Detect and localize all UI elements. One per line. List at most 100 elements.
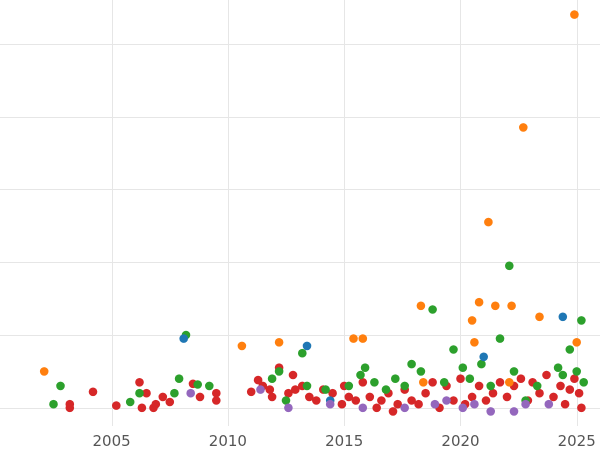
data-point-green <box>465 374 475 384</box>
data-point-blue <box>179 334 188 343</box>
data-point-orange <box>519 123 528 132</box>
data-point-red <box>372 403 382 413</box>
points-layer <box>39 10 588 416</box>
data-point-orange <box>274 338 284 347</box>
data-point-purple <box>470 399 479 409</box>
data-point-red <box>488 388 498 398</box>
data-point-red <box>516 374 526 384</box>
data-point-purple <box>358 403 368 413</box>
data-point-red <box>358 378 368 387</box>
data-point-blue <box>302 341 312 351</box>
data-point-red <box>474 381 484 391</box>
data-point-green <box>170 388 179 398</box>
x-tick-label: 2015 <box>325 432 363 450</box>
data-point-red <box>467 392 477 402</box>
data-point-blue <box>558 312 568 322</box>
data-point-red <box>414 399 423 409</box>
data-point-purple <box>284 403 293 413</box>
data-point-orange <box>349 334 358 343</box>
data-point-orange <box>416 301 426 311</box>
data-point-red <box>502 392 512 402</box>
data-point-green <box>505 261 514 271</box>
data-point-red <box>560 399 570 409</box>
data-point-purple <box>400 403 410 413</box>
data-point-purple <box>521 399 530 409</box>
data-point-red <box>195 392 205 402</box>
data-point-red <box>393 399 403 409</box>
data-point-red <box>212 396 221 405</box>
data-point-red <box>428 378 437 387</box>
data-point-green <box>174 374 184 384</box>
data-point-orange <box>570 10 579 19</box>
data-point-orange <box>470 338 479 347</box>
data-point-red <box>565 385 575 394</box>
data-point-purple <box>486 407 496 416</box>
data-point-red <box>449 396 458 405</box>
data-point-blue <box>479 352 489 362</box>
data-point-orange <box>507 301 516 311</box>
data-point-green <box>267 374 277 384</box>
data-point-green <box>486 381 496 391</box>
data-point-green <box>321 385 330 394</box>
data-point-red <box>574 388 584 398</box>
data-point-purple <box>186 388 195 398</box>
data-point-orange <box>505 378 514 387</box>
data-point-purple <box>509 407 519 416</box>
x-tick-label: 2020 <box>441 432 479 450</box>
data-point-green <box>281 396 291 405</box>
data-point-green <box>205 381 214 391</box>
data-point-green <box>56 381 65 391</box>
data-point-green <box>274 367 284 376</box>
data-point-red <box>112 401 121 410</box>
data-point-red <box>312 396 321 405</box>
data-point-red <box>577 403 586 413</box>
data-point-green <box>495 334 505 343</box>
data-point-red <box>305 392 314 402</box>
data-point-green <box>458 363 468 373</box>
data-point-red <box>351 396 361 405</box>
data-point-red <box>542 370 551 380</box>
data-point-red <box>337 399 347 409</box>
data-point-red <box>165 397 175 407</box>
data-point-purple <box>458 403 468 413</box>
data-point-red <box>344 392 354 402</box>
data-point-red <box>288 370 298 380</box>
data-point-green <box>477 359 486 369</box>
data-point-red <box>267 392 277 402</box>
grid-layer <box>0 0 600 426</box>
data-point-orange <box>474 297 484 307</box>
data-point-red <box>137 403 147 413</box>
data-point-red <box>421 388 430 398</box>
data-point-red <box>495 378 505 387</box>
data-point-red <box>556 381 565 391</box>
data-point-red <box>365 392 375 402</box>
data-point-green <box>360 363 370 373</box>
data-point-red <box>377 396 386 405</box>
data-point-purple <box>325 399 335 409</box>
data-point-orange <box>419 378 428 387</box>
x-tick-label: 2010 <box>209 432 247 450</box>
data-point-green <box>344 381 354 391</box>
data-point-green <box>193 380 202 389</box>
data-point-orange <box>491 301 500 311</box>
data-point-green <box>302 381 312 391</box>
data-point-green <box>532 381 542 391</box>
data-point-purple <box>442 396 451 405</box>
data-point-green <box>125 397 135 407</box>
data-point-red <box>407 396 416 405</box>
data-point-red <box>456 374 465 384</box>
data-point-green <box>577 316 586 325</box>
data-point-green <box>135 388 144 398</box>
data-point-green <box>558 370 568 380</box>
data-point-green <box>391 374 400 384</box>
data-point-purple <box>430 399 440 409</box>
data-point-red <box>265 385 275 394</box>
data-point-green <box>579 378 588 387</box>
data-point-orange <box>467 316 477 325</box>
data-point-purple <box>544 399 554 409</box>
data-point-red <box>158 392 168 402</box>
data-point-orange <box>484 217 493 227</box>
data-point-purple <box>256 385 265 394</box>
data-point-red <box>151 399 161 409</box>
